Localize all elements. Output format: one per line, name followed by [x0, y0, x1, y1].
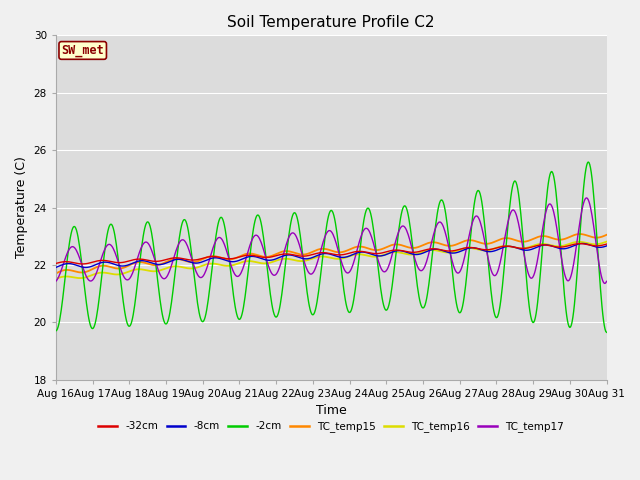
Y-axis label: Temperature (C): Temperature (C) — [15, 156, 28, 258]
X-axis label: Time: Time — [316, 404, 347, 417]
Legend: -32cm, -8cm, -2cm, TC_temp15, TC_temp16, TC_temp17: -32cm, -8cm, -2cm, TC_temp15, TC_temp16,… — [94, 417, 568, 436]
Title: Soil Temperature Profile C2: Soil Temperature Profile C2 — [227, 15, 435, 30]
Text: SW_met: SW_met — [61, 44, 104, 57]
